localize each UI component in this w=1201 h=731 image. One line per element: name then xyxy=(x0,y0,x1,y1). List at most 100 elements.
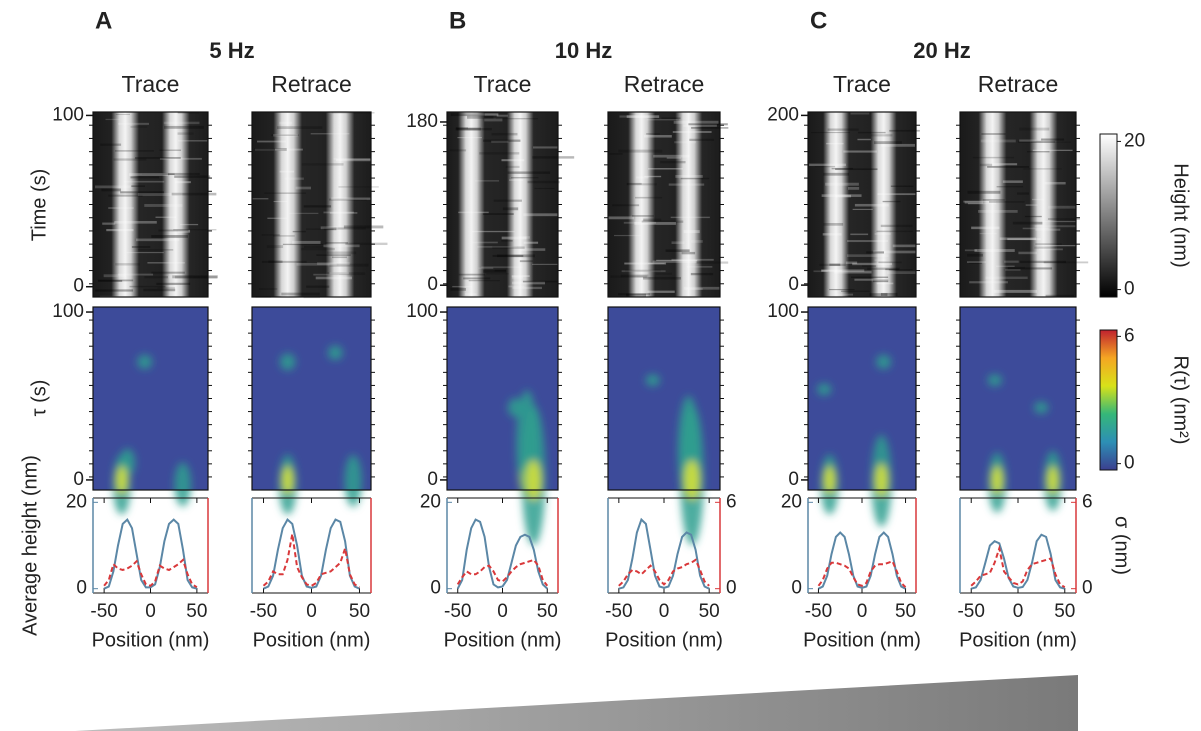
kymograph-noise xyxy=(1043,261,1089,264)
kymograph-noise xyxy=(813,270,828,273)
kymograph-noise xyxy=(1019,139,1037,142)
kymograph-noise xyxy=(680,177,710,180)
kymograph-noise xyxy=(846,254,889,257)
kymograph-noise xyxy=(510,177,539,179)
kymograph-noise xyxy=(971,226,1000,230)
kymograph-noise xyxy=(523,213,566,217)
kymograph-noise xyxy=(979,232,997,235)
kymograph-noise xyxy=(665,249,690,252)
kymograph-noise xyxy=(329,212,358,214)
kymograph-noise xyxy=(993,289,1038,293)
kymograph-noise xyxy=(1048,205,1085,209)
kymograph-noise xyxy=(1035,243,1062,245)
kymograph-noise xyxy=(608,216,635,220)
column-header: Trace xyxy=(833,71,891,97)
y-tick-label: 0 xyxy=(427,469,438,490)
kymograph-noise xyxy=(982,198,1005,201)
kymograph-noise xyxy=(472,241,498,244)
kymograph-noise xyxy=(114,150,154,152)
y-tick-label: 20 xyxy=(66,491,87,512)
kymograph-noise xyxy=(873,279,889,283)
kymograph-noise xyxy=(874,259,887,261)
kymograph-noise xyxy=(162,172,200,176)
kymograph-noise xyxy=(273,134,298,137)
kymograph-noise xyxy=(458,211,489,214)
kymograph-noise xyxy=(180,223,199,226)
kymograph-noise xyxy=(115,263,140,266)
kymograph-noise xyxy=(656,259,698,262)
kymograph-noise xyxy=(481,266,523,269)
kymograph-noise xyxy=(1044,181,1066,185)
kymograph-noise xyxy=(635,196,663,199)
y-tick-label: 0 xyxy=(788,469,799,490)
kymograph-noise xyxy=(268,260,283,263)
kymograph-noise xyxy=(688,123,728,126)
kymograph-noise xyxy=(825,182,859,186)
kymograph-noise xyxy=(131,246,151,248)
kymograph-noise xyxy=(450,113,485,117)
kymograph-noise xyxy=(609,153,623,155)
kymograph-noise xyxy=(482,213,514,215)
y-tick-label: 20 xyxy=(420,491,441,512)
kymograph-noise xyxy=(831,167,853,170)
correlation-peak xyxy=(991,466,1004,494)
kymograph-noise xyxy=(266,245,284,249)
kymograph xyxy=(93,112,208,297)
kymograph-noise xyxy=(1035,228,1061,231)
kymograph-noise xyxy=(501,159,525,162)
colorbar-tick-label: 6 xyxy=(1124,325,1135,346)
x-axis-label: Position (nm) xyxy=(253,629,371,651)
kymograph-noise xyxy=(974,249,1015,252)
x-tick-label: -50 xyxy=(250,601,277,622)
x-tick-label: -50 xyxy=(90,601,117,622)
kymograph-noise xyxy=(878,261,902,264)
kymograph-noise xyxy=(105,118,120,121)
kymograph-noise xyxy=(129,173,168,176)
x-axis-label: Position (nm) xyxy=(605,629,723,651)
kymograph-noise xyxy=(478,267,494,269)
kymograph-noise xyxy=(484,118,503,122)
kymograph-noise xyxy=(881,143,915,147)
kymograph-noise xyxy=(303,205,332,208)
y-tick-label: 100 xyxy=(767,301,799,322)
kymograph-noise xyxy=(493,199,522,202)
kymograph-noise xyxy=(452,285,472,288)
kymograph xyxy=(960,112,1076,297)
kymograph-noise xyxy=(126,252,164,254)
y-axis-label: τ (s) xyxy=(28,380,50,417)
y-tick-label: 0 xyxy=(427,274,438,295)
y-tick-label: 100 xyxy=(52,104,84,125)
kymograph-noise xyxy=(508,285,525,288)
x-axis-label: Position (nm) xyxy=(92,629,210,651)
kymograph-noise xyxy=(1045,294,1074,298)
x-tick-label: 0 xyxy=(306,601,317,622)
correlation-blob xyxy=(174,462,192,507)
y2-tick-label: 6 xyxy=(726,491,737,512)
kymograph-noise xyxy=(306,285,330,288)
kymograph-noise xyxy=(296,262,337,266)
correlation-blob xyxy=(327,345,343,360)
kymograph-noise xyxy=(157,287,175,289)
kymograph-noise xyxy=(458,273,485,276)
colorbar-tick-label: 0 xyxy=(1124,453,1135,474)
kymograph-noise xyxy=(144,204,183,207)
kymograph-noise xyxy=(811,132,850,134)
y-tick-label: 0 xyxy=(73,276,84,297)
kymograph-noise xyxy=(471,230,515,233)
kymograph-noise xyxy=(463,277,491,280)
kymograph-noise xyxy=(967,202,997,205)
kymograph-noise xyxy=(496,254,535,258)
kymograph-noise xyxy=(264,192,307,194)
series-line xyxy=(817,560,907,588)
kymograph-noise xyxy=(610,275,647,278)
kymograph-noise xyxy=(848,186,860,190)
kymograph-noise xyxy=(876,230,913,233)
kymograph-noise xyxy=(620,274,649,278)
kymograph-noise xyxy=(108,207,134,209)
kymograph-noise xyxy=(97,279,134,282)
kymograph-noise xyxy=(1004,260,1019,263)
kymograph-noise xyxy=(621,270,666,273)
correlation-peak xyxy=(874,463,889,497)
kymograph-noise xyxy=(843,150,877,153)
kymograph-noise xyxy=(534,187,555,190)
